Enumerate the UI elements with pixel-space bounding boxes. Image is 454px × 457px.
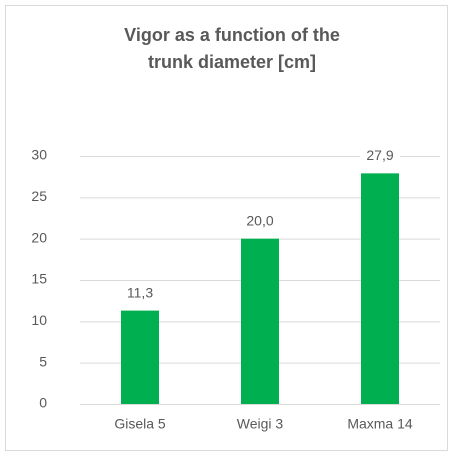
bar <box>121 310 159 404</box>
data-label-bg <box>360 145 400 166</box>
x-tick-label: Gisela 5 <box>114 416 166 432</box>
y-tick-label: 15 <box>31 271 47 287</box>
data-label: 11,3 <box>127 284 153 300</box>
y-tick-label: 10 <box>31 312 47 328</box>
x-tick-label: Weigi 3 <box>237 416 284 432</box>
x-tick-label: Maxma 14 <box>347 416 413 432</box>
data-label: 20,0 <box>246 212 273 228</box>
y-tick-label: 5 <box>39 353 47 369</box>
bar <box>241 238 279 404</box>
y-tick-label: 20 <box>31 229 47 245</box>
bar <box>361 173 399 404</box>
data-label: 27,9 <box>366 147 393 163</box>
chart-title: trunk diameter [cm] <box>148 52 316 72</box>
y-tick-label: 30 <box>31 147 47 163</box>
data-label-bg <box>240 210 280 231</box>
y-tick-label: 25 <box>31 188 47 204</box>
data-label-bg <box>120 282 160 303</box>
y-tick-label: 0 <box>39 395 47 411</box>
chart-title: Vigor as a function of the <box>124 25 340 45</box>
